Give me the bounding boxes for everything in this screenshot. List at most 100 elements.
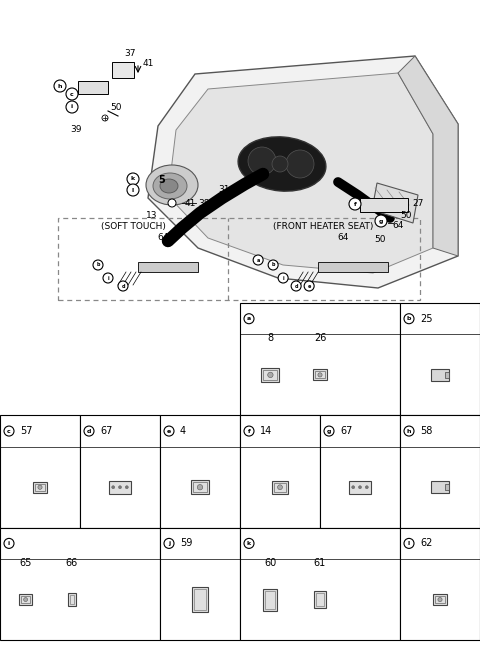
Bar	[320, 415, 400, 527]
Ellipse shape	[238, 137, 326, 191]
Circle shape	[352, 485, 355, 489]
Bar	[78, 81, 108, 94]
Bar	[68, 593, 76, 606]
Text: 50: 50	[110, 104, 121, 112]
Bar	[160, 415, 240, 527]
Bar	[262, 368, 279, 382]
Text: d: d	[121, 283, 125, 289]
Text: 62: 62	[420, 539, 432, 548]
Circle shape	[84, 426, 94, 436]
Circle shape	[112, 485, 115, 489]
Bar	[194, 590, 206, 609]
Bar	[274, 483, 286, 491]
Circle shape	[93, 260, 103, 270]
Bar	[445, 484, 449, 490]
Text: 67: 67	[340, 426, 352, 436]
Text: 58: 58	[420, 426, 432, 436]
Text: f: f	[248, 428, 251, 434]
Bar	[160, 527, 240, 640]
Text: i: i	[107, 276, 109, 281]
Bar	[112, 62, 134, 78]
Text: d: d	[87, 428, 91, 434]
Polygon shape	[398, 56, 458, 256]
Circle shape	[197, 485, 203, 490]
Text: c: c	[7, 428, 11, 434]
Bar	[431, 482, 449, 493]
Ellipse shape	[146, 165, 198, 205]
Circle shape	[268, 372, 273, 378]
Text: 39: 39	[70, 125, 82, 134]
Circle shape	[4, 539, 14, 548]
Circle shape	[404, 539, 414, 548]
Text: 31: 31	[218, 184, 229, 194]
Bar	[435, 596, 445, 603]
Polygon shape	[148, 56, 458, 288]
Bar	[445, 372, 449, 378]
Text: 50: 50	[374, 234, 386, 243]
Circle shape	[304, 281, 314, 291]
Text: 67: 67	[100, 426, 112, 436]
Circle shape	[164, 539, 174, 548]
Circle shape	[253, 255, 263, 265]
Circle shape	[168, 199, 176, 207]
Bar	[19, 594, 32, 605]
Bar	[431, 369, 449, 380]
Bar	[313, 369, 327, 380]
Circle shape	[244, 539, 254, 548]
Circle shape	[291, 281, 301, 291]
Text: 64: 64	[392, 222, 403, 230]
Text: 64: 64	[337, 234, 349, 243]
Circle shape	[278, 273, 288, 283]
Bar	[21, 596, 30, 603]
Bar	[315, 371, 325, 379]
Circle shape	[248, 147, 276, 175]
Text: e: e	[308, 283, 311, 289]
Text: 59: 59	[180, 539, 192, 548]
Text: g: g	[379, 218, 383, 224]
Circle shape	[359, 485, 361, 489]
Text: 41: 41	[185, 199, 196, 207]
Bar	[349, 481, 371, 493]
Bar	[264, 588, 277, 611]
Text: 25: 25	[420, 314, 432, 323]
Text: 27: 27	[412, 199, 423, 209]
Text: 64: 64	[157, 234, 168, 243]
Circle shape	[286, 150, 314, 178]
Bar	[240, 415, 320, 527]
Circle shape	[102, 115, 108, 121]
Bar	[70, 595, 74, 604]
Text: h: h	[58, 83, 62, 89]
Circle shape	[244, 314, 254, 323]
Circle shape	[24, 598, 27, 602]
Text: a: a	[256, 258, 260, 262]
Circle shape	[103, 273, 113, 283]
Text: 26: 26	[314, 333, 326, 344]
Text: k: k	[247, 541, 251, 546]
Text: (FRONT HEATER SEAT): (FRONT HEATER SEAT)	[273, 222, 373, 230]
Text: (SOFT TOUCH): (SOFT TOUCH)	[101, 222, 166, 230]
Text: c: c	[70, 91, 74, 96]
Text: i: i	[71, 104, 73, 110]
Ellipse shape	[153, 173, 187, 199]
Circle shape	[66, 101, 78, 113]
Circle shape	[125, 485, 128, 489]
Bar	[80, 415, 160, 527]
Bar	[360, 198, 408, 212]
Circle shape	[404, 314, 414, 323]
Circle shape	[324, 426, 334, 436]
Text: i: i	[282, 276, 284, 281]
Circle shape	[404, 426, 414, 436]
Circle shape	[244, 426, 254, 436]
Text: 5: 5	[158, 175, 166, 185]
Text: b: b	[407, 316, 411, 321]
Circle shape	[119, 485, 121, 489]
Text: b: b	[271, 262, 275, 268]
Bar	[318, 262, 388, 272]
Bar	[109, 481, 131, 493]
Text: k: k	[131, 176, 135, 182]
Bar	[265, 590, 276, 609]
Circle shape	[118, 281, 128, 291]
Text: j: j	[168, 541, 170, 546]
Bar	[138, 262, 198, 272]
Circle shape	[277, 485, 282, 489]
